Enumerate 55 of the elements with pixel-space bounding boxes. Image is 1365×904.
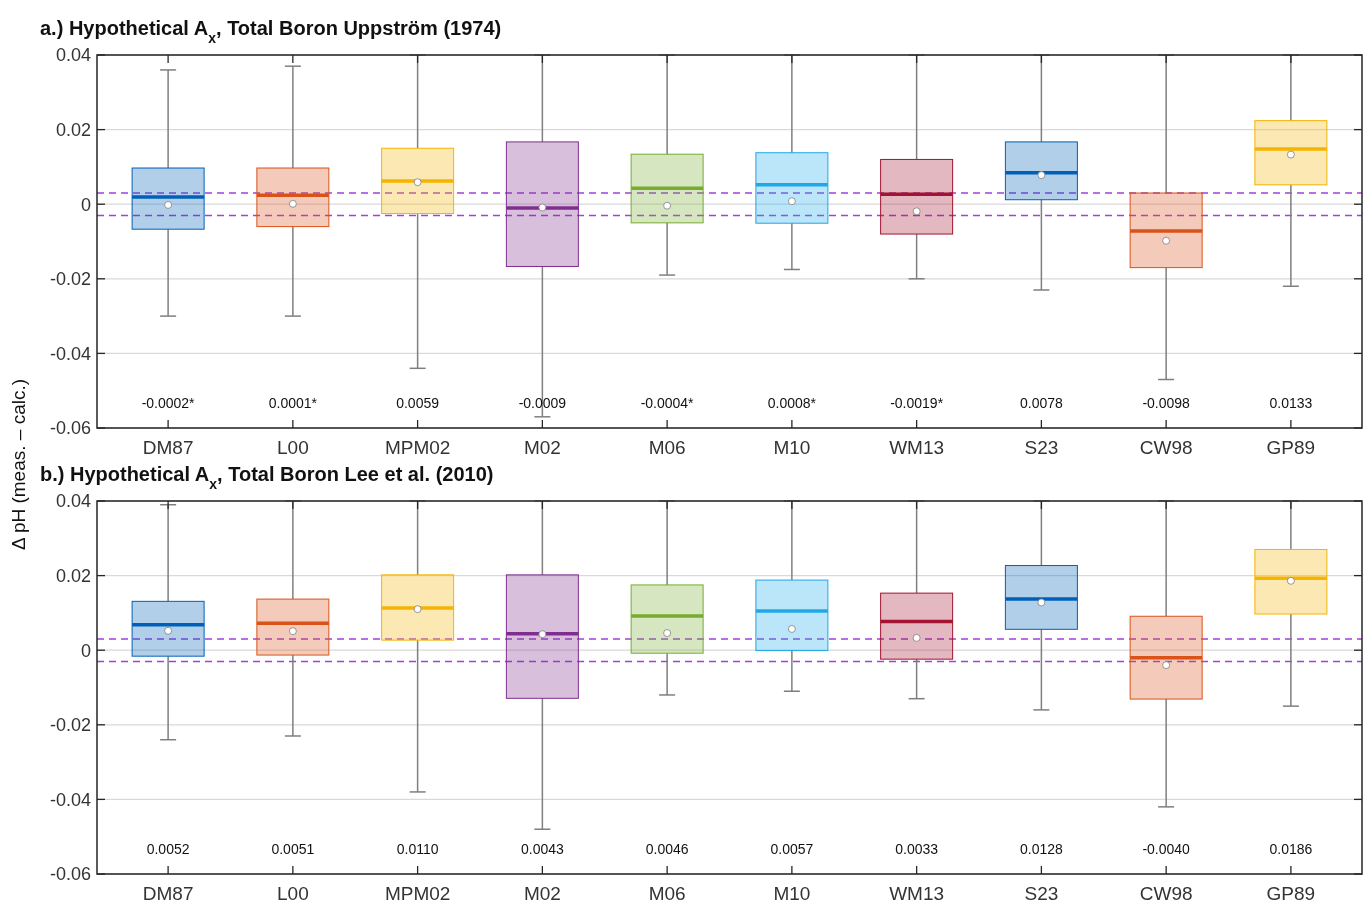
x-tick-label: S23 (1024, 883, 1059, 904)
x-tick-label: M02 (523, 883, 561, 904)
annotation: 0.0059 (396, 395, 440, 411)
y-tick-label: -0.06 (49, 418, 91, 439)
x-tick-label: M06 (648, 883, 686, 904)
annotation: -0.0040 (1142, 841, 1191, 857)
x-tick-label: S23 (1024, 437, 1059, 458)
annotation: 0.0043 (520, 841, 564, 857)
annotation: -0.0009 (518, 395, 567, 411)
annotation: 0.0046 (645, 841, 689, 857)
annotation: 0.0186 (1269, 841, 1313, 857)
chart-title: b.) Hypothetical A$_{x}$, Total Boron Lee et al. (2010) (40, 463, 494, 492)
annotation: 0.0057 (770, 841, 814, 857)
x-tick-label: M06 (648, 437, 686, 458)
chart-title: a.) Hypothetical A$_{x}$, Total Boron Uppström (1974) (40, 17, 502, 46)
x-tick-label: GP89 (1266, 437, 1316, 458)
annotation: -0.0002* (141, 395, 196, 411)
annotation: 0.0001* (268, 395, 318, 411)
x-tick-label: L00 (277, 883, 309, 904)
y-axis-title: Δ pH (meas. – calc.) (8, 378, 29, 551)
annotation: 0.0052 (146, 841, 190, 857)
annotation: 0.0033 (895, 841, 939, 857)
x-tick-label: CW98 (1139, 883, 1193, 904)
x-tick-label: DM87 (142, 883, 194, 904)
x-tick-label: MPM02 (384, 883, 451, 904)
x-tick-label: M10 (773, 437, 811, 458)
annotation: -0.0019* (890, 395, 944, 411)
y-tick-label: 0.02 (55, 565, 91, 586)
y-tick-label: 0.04 (55, 491, 91, 512)
annotation: 0.0133 (1269, 395, 1313, 411)
annotation: 0.0008* (767, 395, 817, 411)
y-tick-label: 0 (80, 640, 91, 661)
y-tick-label: -0.04 (49, 789, 91, 810)
x-tick-label: DM87 (142, 437, 194, 458)
y-tick-label: -0.02 (49, 269, 91, 290)
y-tick-label: 0.04 (55, 45, 91, 66)
x-tick-label: WM13 (889, 437, 945, 458)
annotation: 0.0078 (1019, 395, 1063, 411)
x-tick-label: CW98 (1139, 437, 1193, 458)
annotation: -0.0098 (1142, 395, 1191, 411)
y-tick-label: -0.04 (49, 343, 91, 364)
x-tick-label: L00 (277, 437, 309, 458)
annotation: 0.0110 (396, 841, 439, 857)
annotation: 0.0051 (271, 841, 315, 857)
x-tick-label: WM13 (889, 883, 945, 904)
x-tick-label: MPM02 (384, 437, 451, 458)
y-tick-label: 0 (80, 194, 91, 215)
y-tick-label: 0.02 (55, 119, 91, 140)
y-tick-label: -0.06 (49, 864, 91, 885)
x-tick-label: GP89 (1266, 883, 1316, 904)
x-tick-label: M02 (523, 437, 561, 458)
annotation: -0.0004* (640, 395, 695, 411)
x-tick-label: M10 (773, 883, 811, 904)
y-tick-label: -0.02 (49, 715, 91, 736)
annotation: 0.0128 (1019, 841, 1063, 857)
